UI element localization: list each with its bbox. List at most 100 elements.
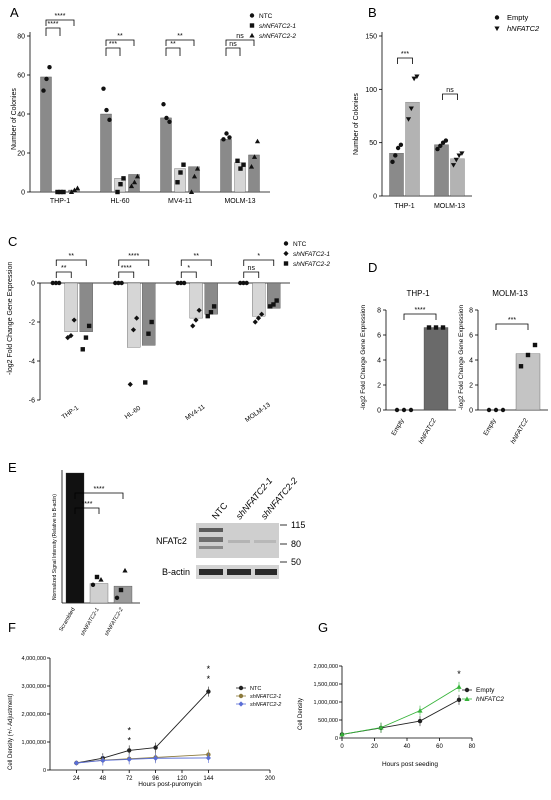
c-point	[53, 280, 59, 286]
d1-y-tick-label: 2	[377, 383, 381, 390]
f-x-tick-label: 96	[152, 776, 159, 782]
a-point	[118, 182, 123, 187]
a-point	[178, 170, 183, 175]
c-point	[83, 335, 89, 340]
e-category-label: shNFATC2-2	[104, 607, 125, 637]
a-point	[47, 65, 52, 70]
f-x-tick-label: 72	[126, 776, 133, 782]
a-bar	[188, 166, 200, 193]
f-sig-label: *	[207, 674, 211, 684]
blot-label-nfatc2: NFATc2	[156, 536, 187, 546]
f-x-tick-label: 200	[265, 776, 276, 782]
e-point	[122, 567, 128, 573]
a-bar	[220, 139, 232, 193]
c-sig-1-1-bracket	[118, 271, 135, 278]
a-point	[227, 135, 232, 140]
c-point	[238, 280, 243, 286]
a-legend-label: shNFATC2-1	[259, 23, 296, 30]
d1-bar	[423, 327, 449, 411]
e-category-label: Scrambled	[58, 607, 76, 633]
c-sig-3-2-bracket	[243, 259, 275, 266]
f-y-tick-label: 4,000,000	[22, 656, 46, 662]
b-legend-label: hNFATC2	[507, 24, 540, 33]
a-point	[74, 185, 81, 191]
a-point	[251, 154, 258, 159]
b-point	[393, 153, 398, 158]
d1-sig-bracket	[403, 313, 437, 320]
c-category-label: MOLM-13	[244, 401, 272, 424]
e-bar	[89, 583, 109, 604]
a-point	[188, 189, 195, 194]
b-point	[443, 138, 449, 143]
c-point	[68, 333, 74, 339]
b-point	[390, 159, 395, 165]
a-point	[238, 166, 243, 171]
c-sig-1-2-bracket	[118, 259, 150, 266]
c-legend-marker	[283, 250, 289, 257]
f-legend-marker	[238, 701, 244, 707]
b-sig-1-bracket	[397, 57, 413, 64]
b-point	[408, 106, 414, 112]
c-point	[252, 319, 258, 325]
a-point	[44, 76, 49, 82]
c-point	[146, 331, 151, 336]
d1-y-tick-label: 0	[377, 408, 381, 415]
g-x-tick-label: 40	[404, 744, 411, 750]
c-sig-3-1-label: ns	[248, 265, 256, 272]
b-category-label: MOLM-13	[434, 203, 465, 210]
c-y-tick-label: -4	[29, 359, 35, 366]
c-legend-marker	[283, 241, 289, 246]
a-point	[254, 138, 261, 144]
f-point	[206, 689, 211, 694]
c-legend-marker	[283, 261, 289, 266]
f-point	[126, 756, 132, 762]
a-sig-1-1-bracket	[105, 47, 121, 56]
a-y-tick-label: 0	[21, 190, 25, 197]
c-sig-2-2-bracket	[180, 259, 212, 266]
f-series-line	[76, 691, 209, 764]
a-point	[248, 164, 255, 169]
a-sig-2-1-bracket	[165, 47, 181, 56]
e-point	[114, 595, 120, 600]
a-point	[181, 162, 186, 167]
c-point	[130, 327, 137, 333]
a-point	[241, 162, 246, 167]
c-category-label: HL-60	[124, 405, 143, 421]
d2-category-label: hNFATC2	[510, 417, 530, 445]
c-y-axis-label: -log2 Fold Change Gene Expression	[7, 262, 14, 375]
a-bar	[40, 76, 52, 193]
a-category-label: HL-60	[110, 198, 129, 205]
g-point	[456, 684, 462, 689]
blot-band-sh1	[228, 540, 250, 543]
c-bar	[64, 282, 78, 332]
f-point	[205, 755, 211, 761]
a-point	[134, 173, 141, 179]
d1-point	[394, 407, 400, 413]
g-x-tick-label: 60	[436, 744, 443, 750]
c-sig-2-1-label: *	[187, 265, 190, 272]
g-point	[456, 697, 462, 703]
g-sig-label: *	[457, 669, 461, 679]
western-blot: NTC shNFATC2-1 shNFATC2-2 NFATc2 B-actin…	[156, 476, 305, 579]
b-legend-marker	[494, 26, 500, 32]
blot-marker-115: 115	[291, 520, 305, 530]
d2-y-tick-label: 6	[469, 333, 473, 340]
c-legend-label: NTC	[293, 241, 307, 248]
f-y-tick-label: 1,000,000	[22, 740, 46, 746]
d1-point	[440, 325, 446, 330]
d1-y-tick-label: 8	[377, 308, 381, 315]
c-point	[56, 280, 62, 286]
g-y-tick-label: 2,000,000	[314, 664, 338, 670]
a-point	[161, 102, 166, 107]
c-y-tick-label: -2	[29, 320, 35, 327]
f-legend-label: shNFATC2-2	[250, 702, 281, 708]
g-x-tick-label: 80	[469, 744, 476, 750]
c-point	[268, 304, 273, 309]
a-y-tick-label: 40	[17, 112, 25, 119]
d2-sig-bracket	[495, 323, 529, 330]
c-point	[196, 307, 202, 313]
c-point	[244, 280, 249, 286]
d1-y-tick-label: 6	[377, 333, 381, 340]
e-bar	[65, 472, 85, 604]
